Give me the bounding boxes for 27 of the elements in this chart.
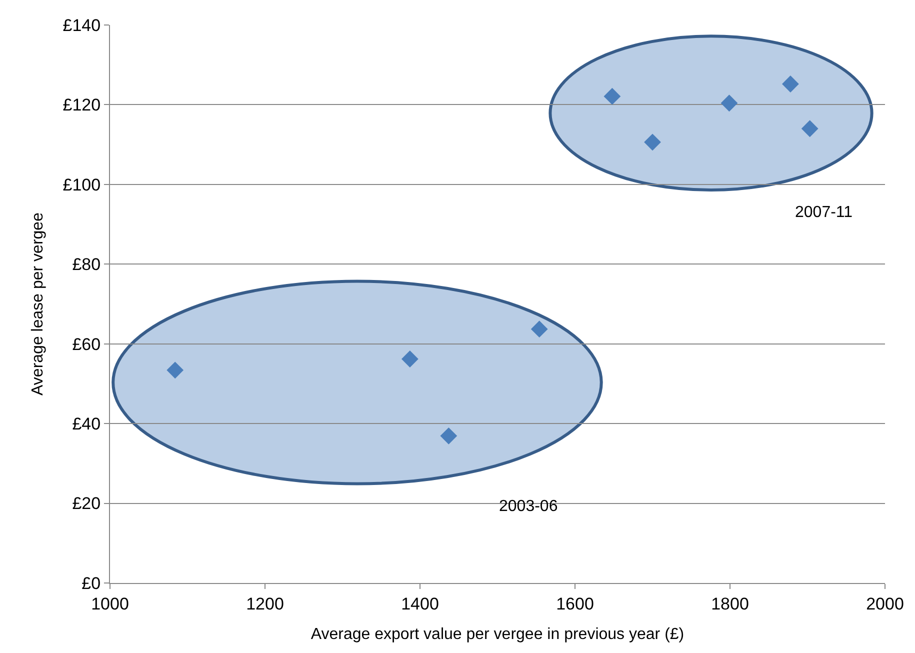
y-tick-label: £120 bbox=[62, 96, 101, 115]
point bbox=[720, 94, 738, 112]
x-tick-label: 1800 bbox=[711, 594, 749, 614]
point bbox=[401, 350, 418, 368]
point bbox=[801, 120, 818, 138]
y-tick-label: £0 bbox=[82, 574, 101, 593]
x-tick-label: 1200 bbox=[246, 594, 284, 614]
y-axis-title: Average lease per vergee bbox=[30, 212, 47, 396]
point bbox=[440, 427, 458, 444]
x-tick-label: 1600 bbox=[556, 594, 594, 614]
x-axis-title: Average export value per vergee in previous year (£) bbox=[310, 626, 684, 644]
point bbox=[530, 320, 548, 338]
y-tick-label: £20 bbox=[72, 494, 101, 514]
y-tick-label: £80 bbox=[72, 255, 101, 274]
x-tick-label: 1400 bbox=[401, 594, 439, 614]
y-tick-label: £100 bbox=[62, 175, 101, 194]
y-tick-label: £40 bbox=[72, 414, 101, 434]
annotation: 2003-06 bbox=[499, 498, 558, 515]
y-tick-label: £60 bbox=[72, 334, 101, 354]
y-tick-label: £140 bbox=[62, 16, 101, 35]
point bbox=[644, 134, 661, 151]
point bbox=[604, 88, 621, 105]
point bbox=[166, 362, 184, 379]
point bbox=[782, 76, 799, 92]
annotation: 2007-11 bbox=[795, 204, 853, 221]
x-tick-label: 1000 bbox=[91, 594, 129, 614]
x-tick-label: 2000 bbox=[866, 594, 904, 614]
